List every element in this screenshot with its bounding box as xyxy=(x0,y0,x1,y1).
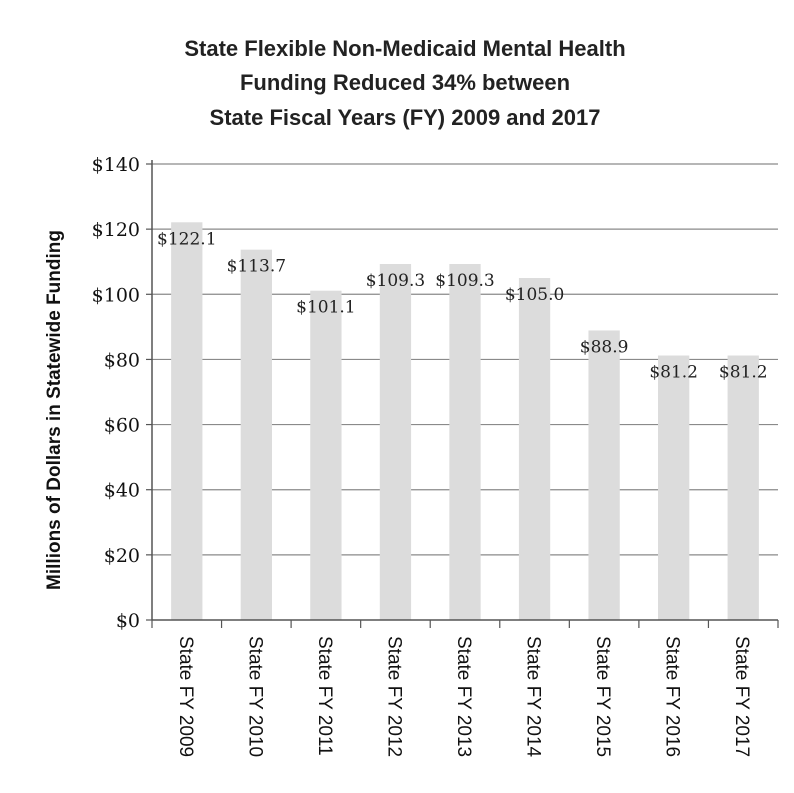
data-label: $88.9 xyxy=(580,337,629,357)
bar-state-fy-2012 xyxy=(379,263,412,620)
bar-state-fy-2017 xyxy=(727,355,759,620)
y-axis-label: Millions of Dollars in Statewide Funding xyxy=(44,230,65,590)
bar-state-fy-2010 xyxy=(240,249,272,621)
x-tick-labels: State FY 2009 State FY 2010 State FY 2011 S… xyxy=(175,636,752,758)
data-label: $105.0 xyxy=(505,285,564,305)
y-tick-label: $120 xyxy=(92,219,140,241)
data-labels: $122.1 $113.7 $101.1 $109.3 $109.3 $105.0 $88.… xyxy=(157,229,768,382)
data-label: $113.7 xyxy=(227,257,286,277)
x-tick-label: State FY 2014 xyxy=(523,636,544,758)
y-tick-label: $100 xyxy=(92,284,140,306)
x-tick-label: State FY 2011 xyxy=(314,636,335,756)
x-tick-label: State FY 2016 xyxy=(662,636,683,757)
y-tick-label: $40 xyxy=(104,480,140,502)
data-label: $109.3 xyxy=(435,271,494,291)
bar-state-fy-2016 xyxy=(658,355,690,620)
y-tick-label: $60 xyxy=(104,415,140,437)
data-label: $122.1 xyxy=(157,229,216,249)
chart-title: State Flexible Non-Medicaid Mental Healt… xyxy=(184,36,625,130)
chart-title-line-1: State Flexible Non-Medicaid Mental Healt… xyxy=(184,36,625,61)
data-label: $109.3 xyxy=(366,271,425,291)
y-tick-label: $0 xyxy=(116,610,140,632)
x-tick-label: State FY 2013 xyxy=(453,636,474,757)
y-tick-labels: $0 $20 $40 $60 $80 $100 $120 $140 xyxy=(92,154,140,632)
data-label: $81.2 xyxy=(719,363,768,383)
y-tick-label: $20 xyxy=(104,545,140,567)
bar-state-fy-2015 xyxy=(588,330,620,620)
x-tick-label: State FY 2017 xyxy=(731,636,752,757)
axes xyxy=(146,160,779,628)
chart-title-line-3: State Fiscal Years (FY) 2009 and 2017 xyxy=(210,105,601,130)
bar-state-fy-2011 xyxy=(310,290,342,620)
data-label: $101.1 xyxy=(296,298,355,318)
chart-title-line-2: Funding Reduced 34% between xyxy=(240,70,570,95)
x-tick-label: State FY 2012 xyxy=(383,636,404,757)
x-tick-label: State FY 2010 xyxy=(244,636,265,757)
y-tick-label: $140 xyxy=(92,154,140,176)
bar-state-fy-2014 xyxy=(518,278,551,620)
bar-state-fy-2013 xyxy=(449,263,481,620)
bar-state-fy-2009 xyxy=(171,222,203,620)
x-tick-label: State FY 2015 xyxy=(592,636,613,757)
x-tick-label: State FY 2009 xyxy=(175,636,196,757)
y-tick-label: $80 xyxy=(104,349,140,371)
data-label: $81.2 xyxy=(649,363,698,383)
bars xyxy=(171,222,759,621)
